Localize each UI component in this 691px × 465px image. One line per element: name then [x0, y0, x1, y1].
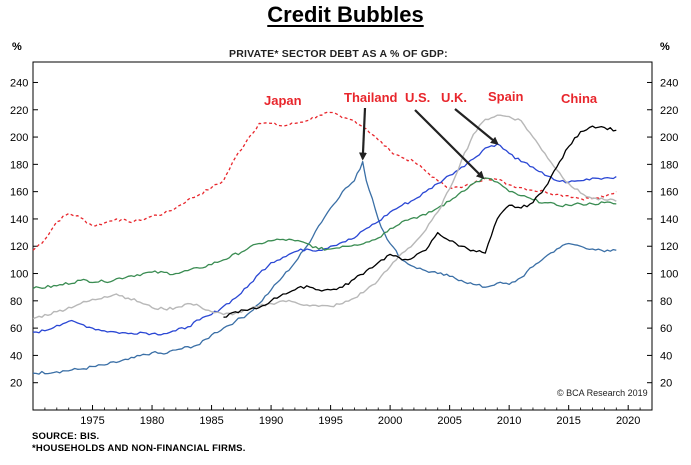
y-tick-label-right: 200	[660, 132, 678, 144]
x-tick-label: 2005	[437, 415, 461, 427]
y-tick-label-right: 80	[660, 296, 672, 308]
series-line-spain	[32, 114, 617, 320]
y-tick-label-left: 40	[10, 350, 22, 362]
annotation-japan: Japan	[264, 93, 302, 108]
y-tick-label-right: 240	[660, 77, 678, 89]
y-tick-label-left: 120	[10, 241, 28, 253]
y-tick-label-right: 60	[660, 323, 672, 335]
annotation-china: China	[561, 91, 598, 106]
annotation-uk: U.K.	[441, 90, 467, 105]
y-unit-right: %	[660, 41, 670, 53]
series-line-china	[223, 125, 617, 318]
series-line-japan	[32, 111, 617, 251]
y-tick-label-left: 240	[10, 77, 28, 89]
y-tick-label-right: 100	[660, 269, 678, 281]
footnote: *HOUSEHOLDS AND NON-FINANCIAL FIRMS.	[32, 443, 246, 454]
y-tick-label-right: 180	[660, 159, 678, 171]
x-tick-label: 1975	[80, 415, 104, 427]
series-line-thailand	[32, 160, 617, 375]
x-tick-label: 2010	[497, 415, 521, 427]
y-tick-label-left: 140	[10, 214, 28, 226]
series-line-us	[32, 143, 617, 336]
credit-label: © BCA Research 2019	[557, 388, 648, 398]
y-tick-label-left: 180	[10, 159, 28, 171]
plot-frame	[32, 61, 653, 411]
arrow-uk	[454, 108, 499, 145]
source-note: SOURCE: BIS.	[32, 431, 100, 442]
chart-subtitle: PRIVATE* SECTOR DEBT AS A % OF GDP:	[229, 48, 448, 60]
y-tick-label-right: 20	[660, 378, 672, 390]
y-tick-label-left: 220	[10, 105, 28, 117]
annotation-spain: Spain	[488, 89, 523, 104]
series-lines	[32, 111, 617, 375]
series-line-uk	[32, 177, 617, 290]
x-tick-label: 1980	[140, 415, 164, 427]
y-tick-label-right: 220	[660, 105, 678, 117]
y-tick-label-left: 20	[10, 378, 22, 390]
y-tick-label-right: 120	[660, 241, 678, 253]
x-tick-label: 2000	[378, 415, 402, 427]
y-unit-left: %	[12, 41, 22, 53]
x-tick-label: 1985	[199, 415, 223, 427]
y-tick-label-left: 80	[10, 296, 22, 308]
x-tick-label: 1995	[318, 415, 342, 427]
y-tick-label-right: 40	[660, 350, 672, 362]
y-tick-label-left: 100	[10, 269, 28, 281]
y-tick-label-left: 160	[10, 187, 28, 199]
arrow-thailand	[359, 107, 368, 161]
annotation-arrows	[359, 107, 499, 180]
chart-title: Credit Bubbles	[267, 2, 424, 27]
y-tick-label-right: 140	[660, 214, 678, 226]
series-annotations: Japan Thailand U.S. U.K. Spain China	[264, 89, 598, 108]
arrow-us	[414, 109, 485, 180]
x-tick-label: 2015	[556, 415, 580, 427]
y-tick-label-right: 160	[660, 187, 678, 199]
annotation-us: U.S.	[405, 90, 430, 105]
annotation-thailand: Thailand	[344, 90, 398, 105]
y-tick-label-left: 200	[10, 132, 28, 144]
x-tick-label: 1990	[259, 415, 283, 427]
x-tick-label: 2020	[616, 415, 640, 427]
y-tick-label-left: 60	[10, 323, 22, 335]
